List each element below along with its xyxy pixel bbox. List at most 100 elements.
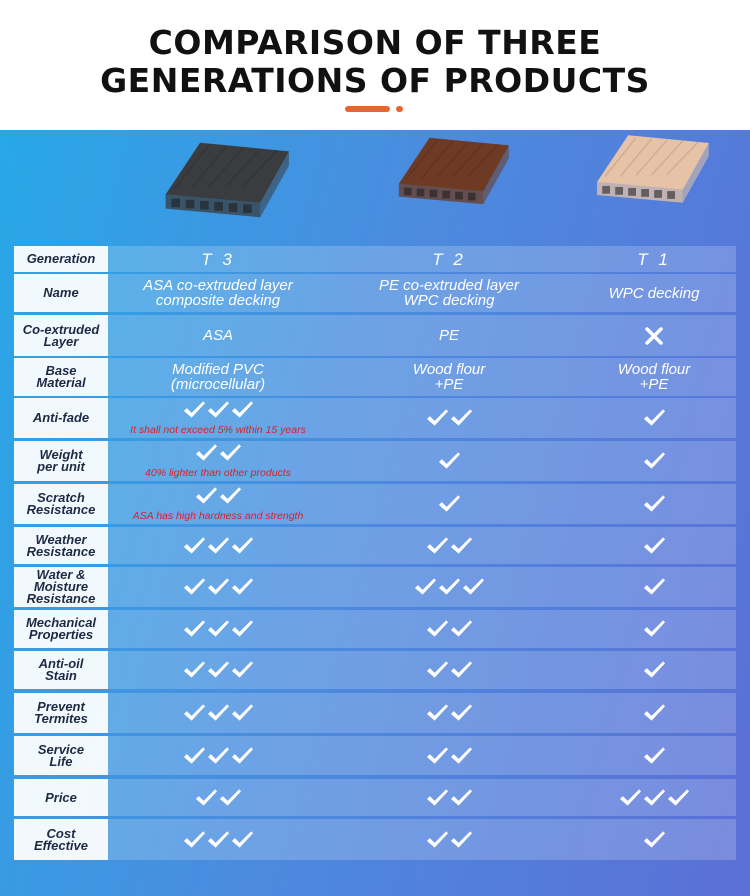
check-icon (207, 620, 229, 637)
rating-6-checks-col-2 (426, 619, 473, 639)
rating-3-label-line-1: Scratch (37, 490, 85, 505)
rating-5-label-line-2: Moisture (33, 579, 89, 594)
accent-bar (345, 106, 390, 112)
check-icon (231, 620, 253, 637)
check-icon (643, 409, 665, 426)
name-row (14, 274, 736, 312)
rating-4-row (14, 527, 736, 564)
page-title-line-2: GENERATIONS OF PRODUCTS (100, 61, 650, 100)
check-icon (426, 620, 448, 637)
rating-1-row (14, 398, 736, 438)
rating-10-label-line-1: Price (45, 789, 77, 805)
rating-6-label: Mechanical Properties (14, 610, 108, 648)
rating-11-cell-col-1 (118, 819, 318, 860)
rating-9-checks-col-2 (426, 746, 473, 766)
comparison-panel (0, 130, 750, 896)
rating-3-checks-col-1 (195, 486, 242, 506)
check-icon (207, 746, 229, 764)
rating-11-label: Cost Effective (14, 819, 108, 860)
base-material-label: Base Material (14, 358, 108, 396)
rating-2-note: 40% lighter than other products (145, 467, 291, 479)
page-title: COMPARISON OF THREE GENERATIONS OF PRODU… (0, 24, 750, 100)
co-extruded-layer-label: Co-extruded Layer (14, 315, 108, 356)
product-name-line-2: composite decking (155, 292, 281, 309)
check-icon (426, 788, 448, 806)
check-icon (183, 830, 205, 848)
rating-11-cell-col-2 (349, 819, 549, 860)
rating-2-checks-col-3 (643, 451, 666, 471)
rating-3-label-line-2: Resistance (26, 502, 96, 517)
check-icon (643, 578, 665, 595)
product-name-line-1: PE co-extruded layer (378, 277, 520, 294)
check-icon (183, 401, 205, 418)
base-material-line-2: +PE (639, 376, 669, 393)
check-icon (643, 704, 665, 721)
base-material-cell-col-3: Wood flour +PE (564, 358, 744, 396)
check-icon (450, 661, 472, 678)
rating-3-row (14, 484, 736, 524)
rating-3-cell-col-1 (118, 484, 318, 524)
rating-5-label-line-3: Resistance (26, 591, 96, 606)
rating-11-checks-col-2 (426, 830, 473, 850)
rating-4-checks-col-1 (183, 536, 254, 556)
rating-9-cell-col-1 (118, 736, 318, 775)
cross-icon (645, 326, 663, 345)
rating-4-cell-col-3 (564, 527, 744, 564)
rating-8-checks-col-1 (183, 703, 254, 723)
rating-11-checks-col-3 (643, 830, 666, 850)
rating-4-label-line-2: Resistance (26, 543, 96, 559)
rating-8-label: Prevent Termites (14, 693, 108, 733)
check-icon (219, 788, 241, 806)
decking-board-image-2 (398, 137, 509, 205)
rating-9-label-text: Service Life (37, 741, 85, 769)
rating-4-cell-col-1 (118, 527, 318, 564)
rating-6-cell-col-3 (564, 610, 744, 648)
rating-10-cell-col-3 (564, 779, 744, 816)
rating-5-row (14, 567, 736, 607)
check-icon (438, 495, 460, 512)
base-material-line-1: Modified PVC (172, 361, 264, 378)
check-icon (207, 578, 229, 595)
rating-5-checks-col-2 (414, 577, 485, 597)
header: COMPARISON OF THREE GENERATIONS OF PRODU… (0, 0, 750, 130)
generation-label-text: Generation (27, 252, 96, 265)
name-label-line-1: Name (43, 285, 79, 300)
rating-3-note: ASA has high hardness and strength (132, 510, 304, 522)
check-icon (207, 661, 229, 678)
rating-8-row (14, 693, 736, 733)
base-material-cell-col-2: Wood flour +PE (349, 358, 549, 396)
check-icon (426, 830, 448, 848)
co-extruded-layer-label-line-2: Layer (43, 333, 79, 349)
rating-7-label: Anti-oil Stain (14, 651, 108, 689)
rating-9-label-line-2: Life (49, 753, 73, 769)
rating-11-checks-col-1 (183, 830, 254, 850)
co-extruded-layer-cell-col-3 (564, 315, 744, 356)
rating-5-cell-col-3 (564, 567, 744, 607)
check-icon (450, 409, 472, 426)
rating-6-label-line-2: Properties (28, 627, 94, 642)
check-icon (426, 704, 448, 721)
check-icon (195, 487, 217, 504)
rating-10-cell-col-2 (349, 779, 549, 816)
rating-4-checks-col-3 (643, 536, 666, 556)
check-icon (643, 746, 665, 764)
check-icon (619, 788, 641, 806)
rating-2-cell-col-1 (118, 441, 318, 481)
check-icon (183, 661, 205, 678)
rating-10-row (14, 779, 736, 816)
generation-row (14, 246, 736, 272)
rating-1-note: It shall not exceed 5% within 15 years (130, 424, 306, 436)
accent-dot (396, 106, 403, 112)
check-icon (219, 444, 241, 461)
generation-cell-col-3: T 1 (637, 249, 671, 269)
generation-cell-col-2: T 2 (432, 249, 466, 269)
check-icon (426, 746, 448, 764)
check-icon (231, 401, 253, 418)
check-icon (183, 704, 205, 721)
rating-4-checks-col-2 (426, 536, 473, 556)
check-icon (643, 661, 665, 678)
check-icon (450, 536, 472, 554)
rating-9-label-line-1: Service (37, 741, 85, 757)
rating-7-label-text: Anti-oil Stain (39, 657, 84, 682)
rating-7-checks-col-3 (643, 660, 666, 680)
